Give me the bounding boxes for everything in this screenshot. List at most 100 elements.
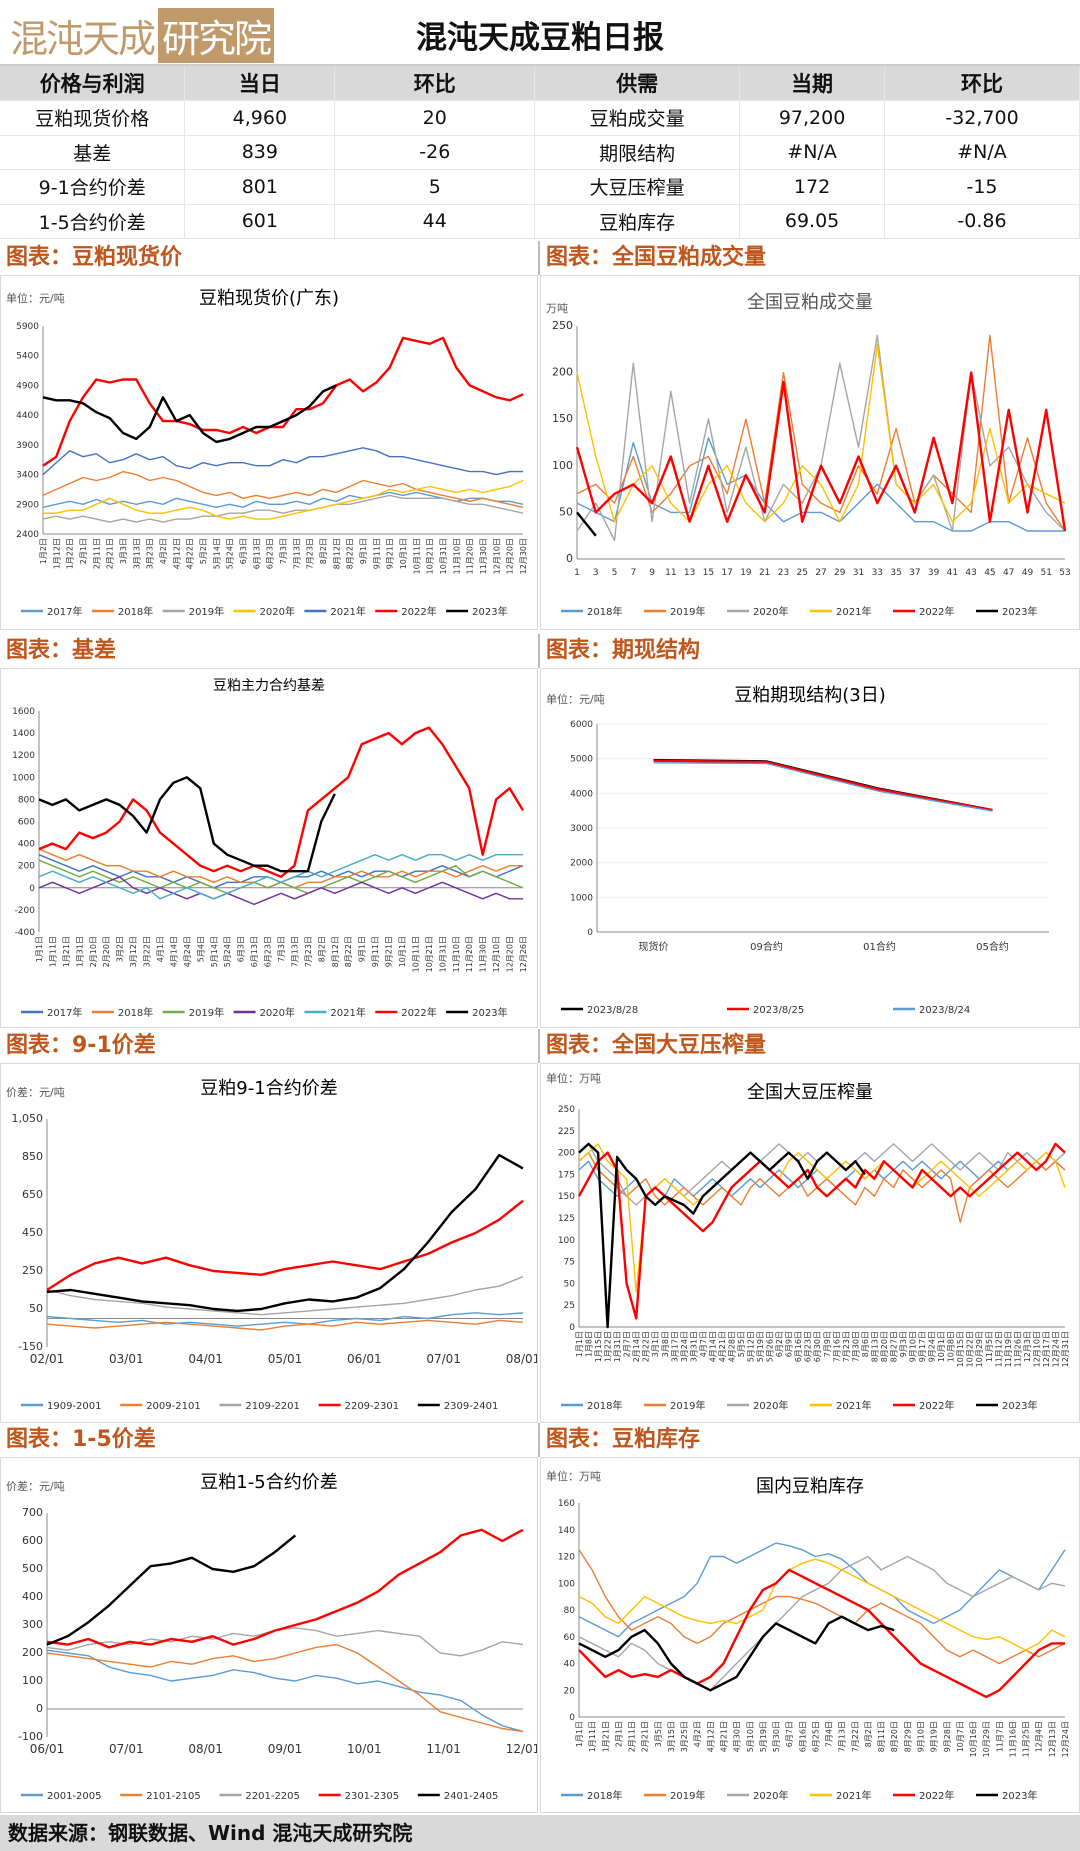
x-tick-label: 5月24日 bbox=[226, 538, 235, 569]
x-tick-label: 04/01 bbox=[188, 1352, 223, 1366]
y-tick-label: 800 bbox=[18, 795, 35, 805]
legend-label: 2021年 bbox=[330, 605, 365, 618]
x-tick-label: 8月20日 bbox=[890, 1721, 899, 1752]
x-tick-label: 53 bbox=[1059, 568, 1070, 578]
x-tick-label: 37 bbox=[909, 568, 920, 578]
chart-unit: 价差：元/吨 bbox=[6, 1086, 65, 1099]
cell: 839 bbox=[184, 135, 336, 170]
x-tick-label: 5月19日 bbox=[756, 1331, 765, 1362]
chart-title: 全国豆粕成交量 bbox=[747, 292, 873, 313]
summary-table: 价格与利润 当日 环比 供需 当期 环比 豆粕现货价格 4,960 20 豆粕成交量… bbox=[0, 66, 1080, 239]
inventory-plot: 0 20 40 60 80 100 120 140 160 1月1日 1月11日 1月21日 2月1日 2… bbox=[558, 1499, 1070, 1802]
x-tick-label: 12月24日 bbox=[1051, 1331, 1060, 1367]
x-tick-label: 03/01 bbox=[109, 1352, 144, 1366]
x-tick-label: 12月31日 bbox=[1061, 1331, 1070, 1367]
legend-label: 2023年 bbox=[1002, 1789, 1037, 1802]
x-tick-label: 1月8日 bbox=[585, 1331, 594, 1357]
x-tick-label: 8月20日 bbox=[880, 1331, 889, 1362]
series-line-5 bbox=[42, 336, 524, 467]
x-tick-label: 4月28日 bbox=[727, 1331, 736, 1362]
volume-chart: 全国豆粕成交量 万吨 0 50 100 150 200 250 1 3 5 7 9 11 13 15 17 1… bbox=[540, 275, 1080, 630]
x-tick-label: 6月16日 bbox=[794, 1331, 803, 1362]
x-tick-label: 6月25日 bbox=[811, 1721, 820, 1752]
x-tick-label: 07/01 bbox=[109, 1742, 144, 1756]
x-tick-label: 1月11日 bbox=[588, 1721, 597, 1752]
legend-label: 2023年 bbox=[1002, 1399, 1037, 1412]
spot-price-plot: 2400 2900 3400 3900 4400 4900 5400 5900 1月2日 1月12… bbox=[16, 322, 528, 618]
x-tick-label: 27 bbox=[815, 568, 826, 578]
x-tick-label: 3月12日 bbox=[129, 936, 138, 967]
x-tick-label: 10月31日 bbox=[439, 538, 448, 574]
y-tick-label: 2900 bbox=[16, 500, 39, 510]
spot-price-chart: 豆粕现货价(广东) 单位：元/吨 2400 2900 3400 3900 4400 490… bbox=[0, 275, 538, 630]
x-tick-label: 7月4日 bbox=[825, 1721, 834, 1747]
x-tick-label: 13 bbox=[684, 568, 695, 578]
cell: 4,960 bbox=[184, 100, 336, 136]
legend-label: 1909-2001 bbox=[47, 1401, 102, 1412]
y-tick-label: 50 bbox=[29, 1302, 43, 1315]
x-tick-label: 11月26日 bbox=[1013, 1331, 1022, 1367]
legend-label: 2001-2005 bbox=[47, 1791, 102, 1802]
x-tick-label: 35 bbox=[890, 568, 901, 578]
row-label: 豆粕现货价格 bbox=[0, 100, 186, 136]
logo: 混沌天成 研究院 bbox=[10, 8, 275, 63]
legend-label: 2017年 bbox=[47, 1006, 82, 1019]
cell: #N/A bbox=[739, 135, 886, 170]
legend-label: 2309-2401 bbox=[444, 1401, 499, 1412]
x-tick-label: 1月21日 bbox=[62, 936, 71, 967]
legend-label: 2018年 bbox=[587, 1399, 622, 1412]
chart-title: 国内豆粕库存 bbox=[756, 1476, 864, 1497]
x-tick-label: 12月10日 bbox=[1032, 1331, 1041, 1367]
panel-title: 图表：9-1价差 bbox=[6, 1033, 156, 1058]
x-tick-label: 7月16日 bbox=[832, 1331, 841, 1362]
legend-label: 2023/8/24 bbox=[919, 1005, 970, 1016]
y-tick-label: 250 bbox=[552, 319, 573, 332]
x-tick-label: 2月14日 bbox=[632, 1331, 641, 1362]
x-tick-label: 9月21日 bbox=[386, 538, 395, 569]
series-line-6 bbox=[38, 776, 336, 873]
legend-label: 2022年 bbox=[919, 1399, 954, 1412]
x-tick-label: 7月30日 bbox=[851, 1331, 860, 1362]
x-tick-label: 2月1日 bbox=[614, 1721, 623, 1747]
y-tick-label: -200 bbox=[15, 906, 36, 916]
x-tick-label: 1月21日 bbox=[601, 1721, 610, 1752]
x-tick-label: 9月19日 bbox=[930, 1721, 939, 1752]
x-tick-label: 3月15日 bbox=[667, 1721, 676, 1752]
series-line-5 bbox=[578, 1615, 895, 1692]
spread-1-5-plot: -100 0 100 200 300 400 500 600 700 06/01 07/01 08/0… bbox=[18, 1506, 537, 1802]
y-tick-label: -400 bbox=[15, 928, 36, 938]
x-tick-label: 6月13日 bbox=[252, 538, 261, 569]
series-line-1 bbox=[42, 470, 524, 508]
series-line-3 bbox=[38, 876, 523, 906]
header-cell: 当日 bbox=[184, 66, 336, 101]
x-tick-label: 6月16日 bbox=[798, 1721, 807, 1752]
x-tick-label: 23 bbox=[778, 568, 789, 578]
x-tick-label: 12月24日 bbox=[1061, 1721, 1070, 1757]
x-tick-label: 5月4日 bbox=[196, 936, 205, 962]
legend-label: 2023年 bbox=[472, 605, 507, 618]
chart-unit: 单位：万吨 bbox=[546, 1470, 601, 1483]
row-label: 1-5合约价差 bbox=[0, 204, 186, 239]
x-tick-label: 9月17日 bbox=[918, 1331, 927, 1362]
x-tick-label: 15 bbox=[703, 568, 714, 578]
series-line-4 bbox=[46, 1534, 297, 1646]
x-tick-label: 11/01 bbox=[426, 1742, 461, 1756]
x-tick-label: 1月15日 bbox=[594, 1331, 603, 1362]
x-tick-label: 8月11日 bbox=[877, 1721, 886, 1752]
x-tick-label: 10月11日 bbox=[411, 936, 420, 972]
series-line-1 bbox=[653, 759, 993, 812]
x-tick-label: 47 bbox=[1003, 568, 1014, 578]
y-tick-label: 1000 bbox=[570, 893, 593, 903]
x-tick-label: 10月29日 bbox=[975, 1331, 984, 1367]
x-tick-label: 6月3日 bbox=[239, 538, 248, 564]
x-tick-label: 4月12日 bbox=[706, 1721, 715, 1752]
x-tick-label: 5月2日 bbox=[199, 538, 208, 564]
y-tick-label: 4000 bbox=[570, 789, 593, 799]
x-tick-label: 11 bbox=[665, 568, 676, 578]
x-tick-label: 1月11日 bbox=[48, 936, 57, 967]
legend-label: 2020年 bbox=[260, 1006, 295, 1019]
x-tick-label: 49 bbox=[1022, 568, 1034, 578]
legend-label: 2021年 bbox=[836, 605, 871, 618]
x-tick-label: 11月20日 bbox=[465, 936, 474, 972]
